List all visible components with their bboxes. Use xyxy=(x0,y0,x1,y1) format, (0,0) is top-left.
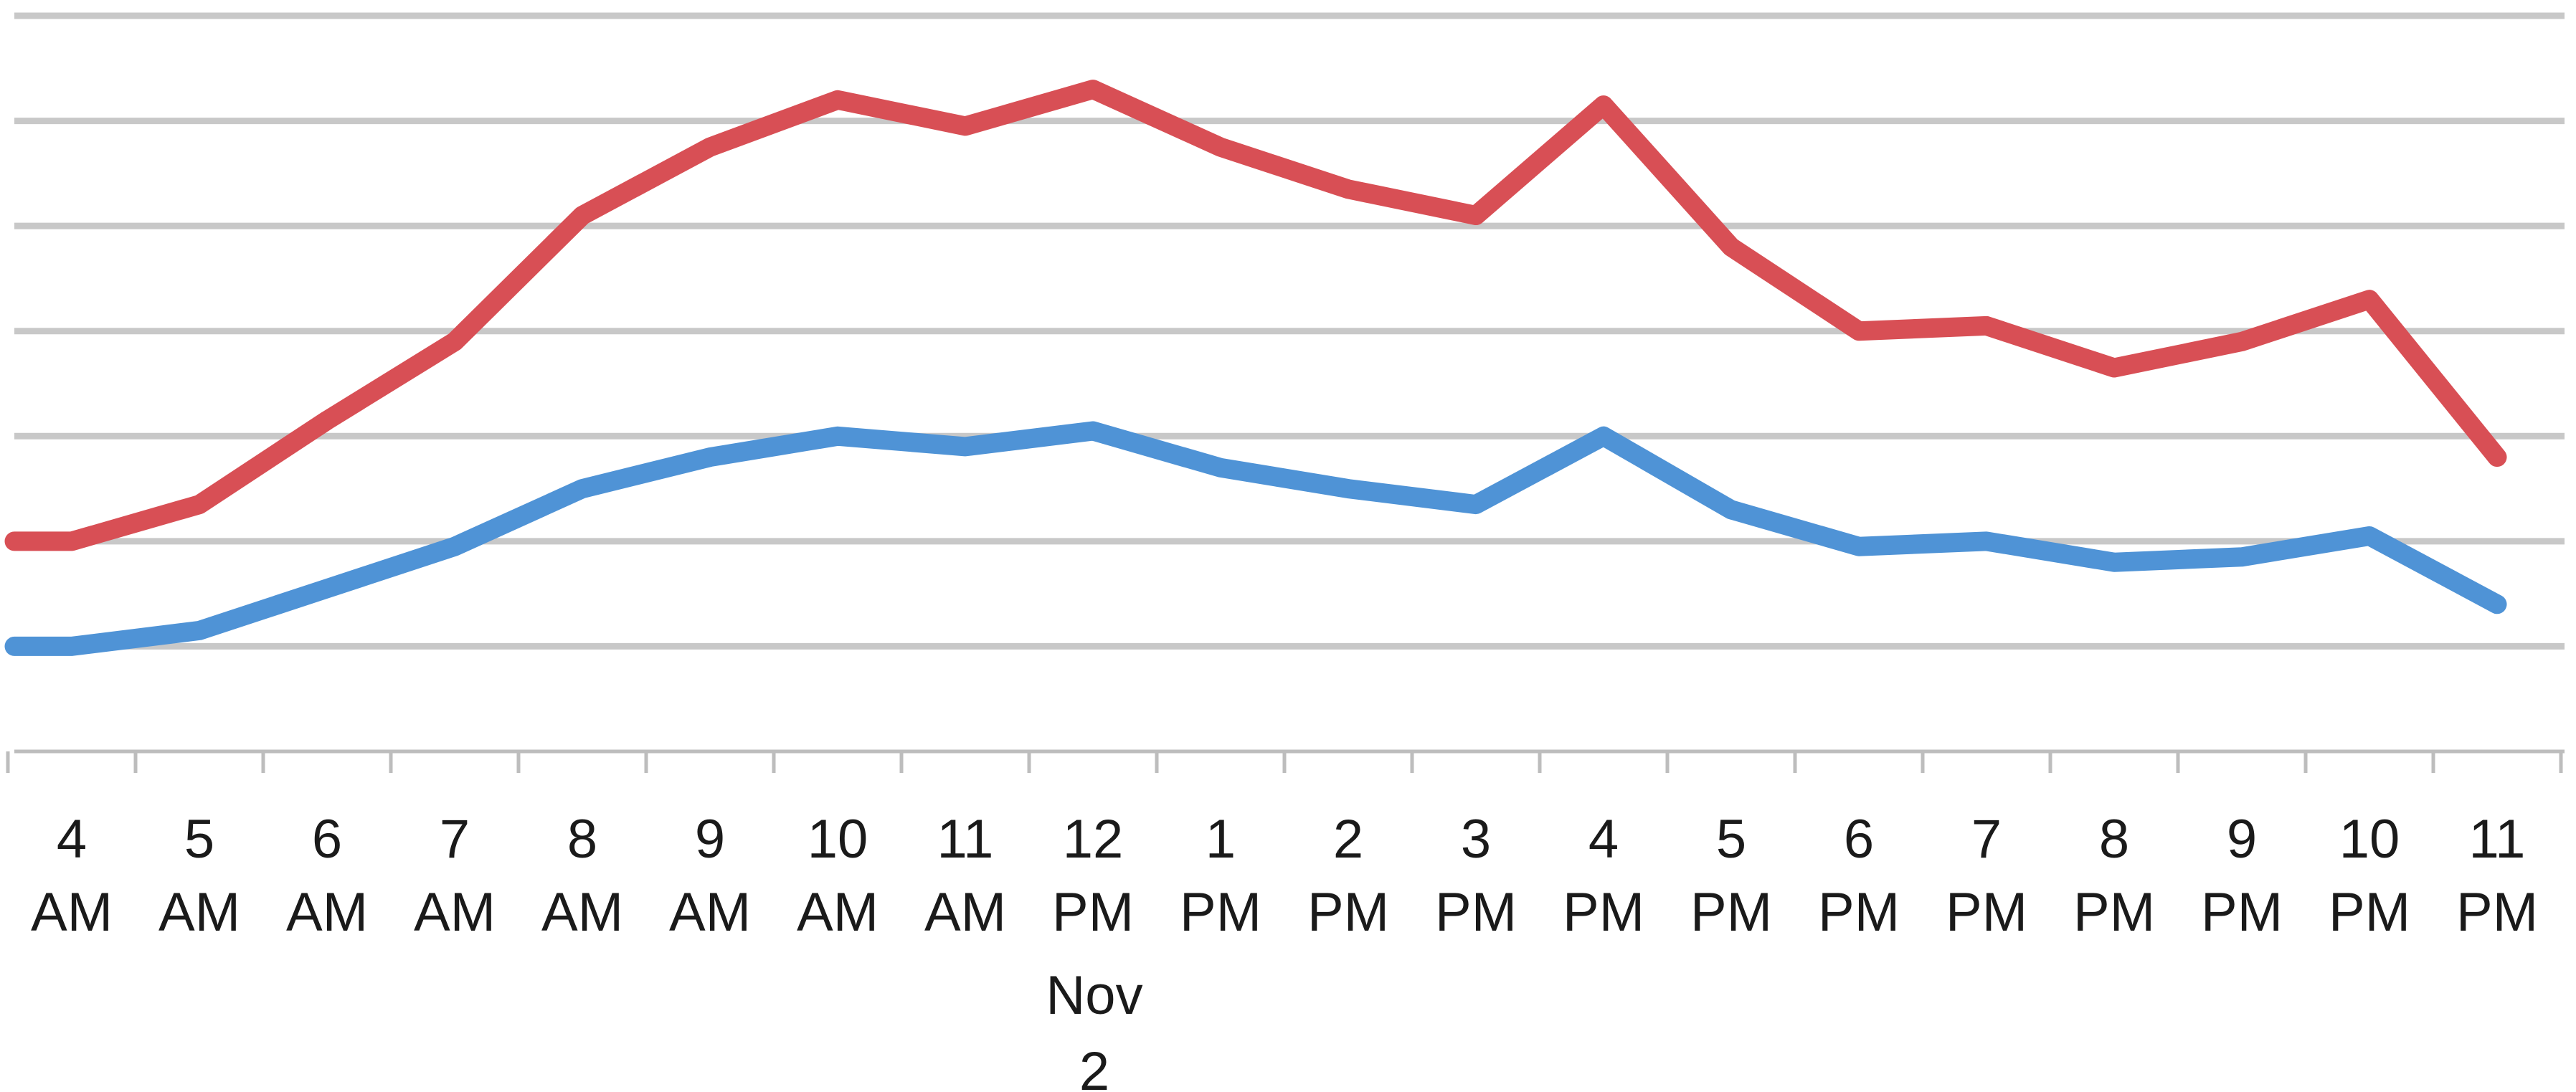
series-line-2 xyxy=(4,421,2507,656)
x-tick-label-hour: 7 xyxy=(440,809,470,870)
x-tick-label-hour: 1 xyxy=(1206,809,1236,870)
x-tick-labels: 4 AM 5 AM 6 AM 7 AM 8 AM 9 AM 10 AM 11 AM 12 PM 1 PM 2 PM 3 PM 4… xyxy=(31,809,2538,943)
x-tick-label-period: PM xyxy=(2201,882,2283,943)
x-tick-label-period: PM xyxy=(1435,882,1517,943)
date-day-label: 2 xyxy=(1079,1041,1109,1092)
x-tick-label-period: PM xyxy=(2456,882,2538,943)
x-tick-label-hour: 5 xyxy=(184,809,214,870)
series-group xyxy=(4,80,2507,656)
x-tick-label-hour: 9 xyxy=(2227,809,2257,870)
x-tick-label-period: PM xyxy=(1563,882,1644,943)
x-tick-label-hour: 6 xyxy=(1844,809,1874,870)
x-tick-label-period: AM xyxy=(158,882,240,943)
x-tick-label-hour: 7 xyxy=(1971,809,2002,870)
x-tick-label-period: PM xyxy=(1052,882,1134,943)
x-tick-label-period: AM xyxy=(669,882,751,943)
x-tick-label-period: PM xyxy=(1946,882,2027,943)
x-tick-label-period: PM xyxy=(2329,882,2410,943)
x-tick-label-hour: 8 xyxy=(567,809,597,870)
x-tick-label-period: AM xyxy=(414,882,496,943)
x-tick-label-hour: 6 xyxy=(312,809,342,870)
x-tick-label-hour: 11 xyxy=(937,809,994,870)
x-tick-label-hour: 10 xyxy=(2339,809,2400,870)
x-tick-label-period: PM xyxy=(1818,882,1900,943)
x-tick-label-period: AM xyxy=(924,882,1006,943)
x-axis xyxy=(6,749,2565,773)
x-tick-label-hour: 11 xyxy=(2469,809,2526,870)
x-tick-label-hour: 4 xyxy=(57,809,87,870)
x-tick-label-hour: 8 xyxy=(2099,809,2129,870)
x-tick-label-period: AM xyxy=(31,882,113,943)
x-tick-label-hour: 10 xyxy=(808,809,868,870)
x-tick-label-hour: 12 xyxy=(1063,809,1124,870)
x-tick-label-period: PM xyxy=(1690,882,1772,943)
x-tick-label-hour: 2 xyxy=(1333,809,1363,870)
x-tick-label-period: PM xyxy=(1307,882,1389,943)
gridlines xyxy=(14,12,2565,650)
x-tick-label-hour: 3 xyxy=(1461,809,1491,870)
x-tick-label-period: AM xyxy=(286,882,368,943)
x-tick-label-hour: 4 xyxy=(1588,809,1619,870)
date-month-label: Nov xyxy=(1046,965,1142,1026)
x-tick-label-period: PM xyxy=(2073,882,2155,943)
x-tick-label-hour: 5 xyxy=(1716,809,1746,870)
x-tick-label-period: AM xyxy=(797,882,879,943)
x-tick-label-period: AM xyxy=(541,882,623,943)
x-tick-label-hour: 9 xyxy=(695,809,725,870)
x-tick-label-period: PM xyxy=(1180,882,1261,943)
series-line-1 xyxy=(4,80,2507,551)
